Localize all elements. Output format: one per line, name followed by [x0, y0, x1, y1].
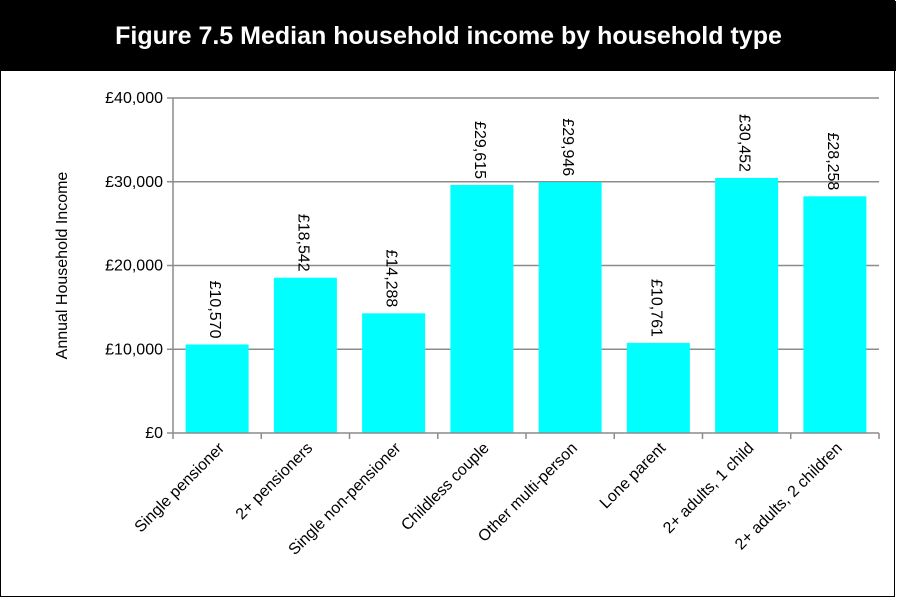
- y-tick-label: £40,000: [105, 90, 163, 107]
- y-tick-label: £0: [145, 425, 163, 442]
- bars: [185, 177, 867, 433]
- bar: [715, 177, 779, 433]
- x-category-label: 2+ adults, 1 child: [660, 440, 757, 537]
- x-category-label: 2+ pensioners: [233, 440, 316, 523]
- data-label: £28,258: [824, 132, 841, 190]
- bar: [362, 313, 426, 433]
- bar: [538, 182, 602, 433]
- x-category-label: Other multi-person: [475, 440, 581, 546]
- bar: [450, 184, 514, 433]
- data-label: £29,615: [471, 121, 488, 179]
- title-bar: Figure 7.5 Median household income by ho…: [1, 1, 896, 71]
- data-label: £18,542: [294, 214, 311, 272]
- x-category-label: Childless couple: [398, 440, 492, 534]
- y-tick-label: £30,000: [105, 174, 163, 191]
- chart-title: Figure 7.5 Median household income by ho…: [115, 21, 782, 50]
- bar: [185, 344, 249, 433]
- bar: [626, 342, 690, 433]
- x-category-label: Single pensioner: [132, 439, 229, 536]
- y-axis-title: Annual Household Income: [54, 172, 71, 360]
- data-label: £14,288: [383, 249, 400, 307]
- data-label: £30,452: [736, 114, 753, 172]
- bar: [803, 196, 867, 433]
- y-tick-label: £20,000: [105, 258, 163, 275]
- x-category-label: Lone parent: [597, 439, 670, 512]
- bar: [273, 277, 337, 433]
- data-label: £29,946: [559, 118, 576, 176]
- data-label: £10,570: [206, 281, 223, 339]
- data-label: £10,761: [647, 279, 664, 337]
- y-tick-label: £10,000: [105, 341, 163, 358]
- axes: [167, 97, 880, 439]
